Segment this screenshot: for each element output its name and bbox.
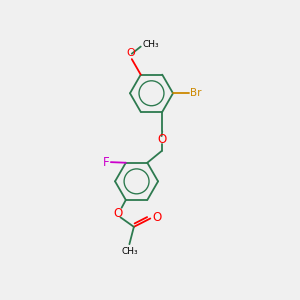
Text: F: F: [103, 156, 110, 169]
Text: O: O: [157, 133, 166, 146]
Text: O: O: [153, 211, 162, 224]
Text: O: O: [126, 48, 135, 58]
Text: O: O: [113, 207, 123, 220]
Text: CH₃: CH₃: [121, 247, 138, 256]
Text: Br: Br: [190, 88, 202, 98]
Text: CH₃: CH₃: [142, 40, 159, 49]
